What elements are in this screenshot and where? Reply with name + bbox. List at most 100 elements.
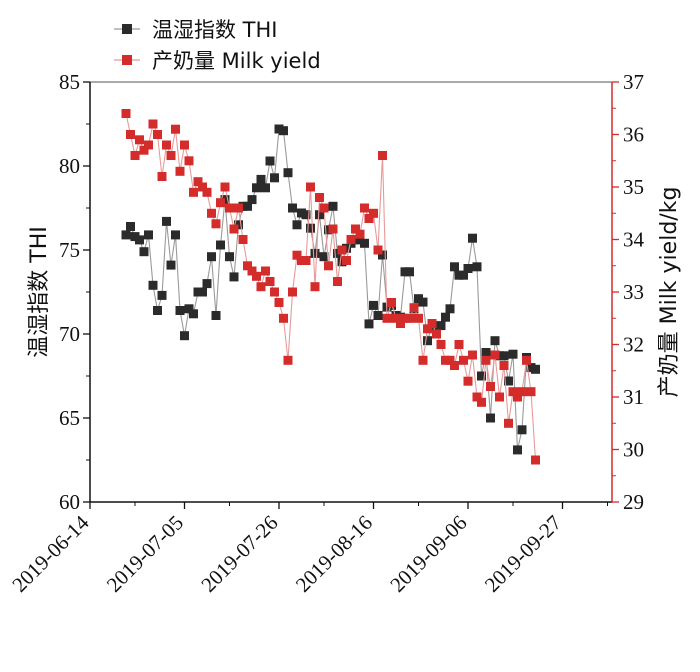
left-y-tick-label: 70 (59, 322, 80, 346)
series-line (125, 113, 537, 461)
data-point (454, 340, 464, 349)
data-point (301, 256, 311, 265)
data-point (175, 306, 185, 315)
data-point (499, 351, 509, 361)
data-point (517, 387, 527, 397)
data-point (265, 277, 275, 286)
data-point (378, 250, 387, 260)
data-point (405, 313, 414, 323)
data-point (472, 392, 482, 402)
data-point (162, 216, 171, 226)
right-y-tick-label: 33 (623, 280, 644, 304)
data-point (418, 355, 428, 365)
left-y-axis-title: 温湿指数 THI (27, 226, 52, 357)
data-point (409, 303, 419, 313)
data-point (211, 219, 221, 229)
data-point (423, 324, 432, 334)
data-point (351, 224, 360, 234)
data-point (486, 413, 495, 423)
data-point (229, 224, 239, 234)
data-point (207, 252, 216, 262)
series-line (125, 128, 536, 451)
data-point (315, 210, 324, 220)
data-point (121, 109, 131, 118)
data-point (306, 223, 315, 233)
legend-item-milk: 产奶量 Milk yield (114, 49, 321, 73)
data-point (328, 201, 338, 211)
data-point (274, 298, 284, 307)
data-point (238, 235, 248, 244)
data-point (130, 151, 140, 160)
data-point (432, 329, 441, 339)
left-y-tick-label: 65 (59, 406, 80, 430)
x-tick-label: 2019-06-14 (7, 510, 94, 597)
data-point (463, 376, 473, 386)
data-point (405, 267, 414, 277)
data-point (450, 361, 459, 370)
data-point (243, 261, 252, 271)
data-point (418, 297, 428, 307)
data-point (270, 173, 279, 183)
data-point (193, 177, 203, 187)
data-point (445, 304, 455, 314)
right-y-tick-label: 37 (623, 70, 644, 94)
data-point (135, 235, 144, 245)
data-point (360, 238, 369, 248)
right-y-tick-label: 31 (623, 385, 644, 409)
data-point (261, 266, 270, 276)
x-tick-label: 2019-07-05 (102, 511, 188, 597)
x-tick-label: 2019-09-06 (385, 511, 471, 597)
data-point (279, 126, 288, 136)
data-point (216, 240, 225, 250)
data-point (211, 311, 221, 320)
data-point (333, 277, 342, 286)
data-point (153, 130, 162, 139)
data-point (126, 130, 135, 139)
data-point (459, 355, 468, 365)
data-point (148, 119, 158, 129)
data-point (198, 182, 207, 192)
data-point (436, 321, 446, 331)
right-y-tick-label: 34 (623, 228, 645, 252)
data-point (459, 270, 468, 280)
data-point (144, 230, 153, 240)
data-point (504, 376, 513, 386)
data-point (153, 306, 162, 315)
data-point (171, 230, 180, 240)
data-point (513, 392, 522, 402)
x-ticks: 2019-06-14 2019-07-05 2019-07-26 2019-08-16… (7, 502, 608, 597)
data-point (315, 193, 324, 202)
data-point (477, 397, 486, 407)
data-point (526, 387, 536, 397)
data-point (369, 300, 378, 310)
data-point (225, 252, 234, 262)
data-point (495, 392, 504, 402)
left-y-ticks: 60 65 70 75 80 85 (59, 70, 90, 514)
data-point (180, 140, 189, 150)
data-point (481, 355, 491, 365)
legend-item-thi: 温湿指数 THI (114, 18, 278, 42)
data-point (279, 313, 288, 323)
data-point (427, 319, 437, 328)
data-point (328, 224, 338, 234)
data-point (202, 187, 212, 197)
data-point (373, 245, 383, 255)
series-layer (121, 109, 540, 465)
data-point (171, 124, 180, 134)
data-point (436, 340, 446, 349)
data-point (157, 290, 167, 300)
right-y-axis-title: 产奶量 Milk yield/kg (657, 187, 682, 398)
data-point (220, 182, 230, 192)
data-point (468, 350, 477, 360)
data-point (121, 230, 131, 240)
data-point (499, 361, 509, 370)
data-point (252, 183, 261, 193)
data-point (310, 282, 320, 292)
data-point (157, 172, 167, 181)
data-point (166, 151, 176, 160)
data-point (283, 355, 293, 365)
data-point (319, 203, 329, 213)
legend-marker-thi (122, 24, 132, 34)
data-point (531, 364, 540, 374)
